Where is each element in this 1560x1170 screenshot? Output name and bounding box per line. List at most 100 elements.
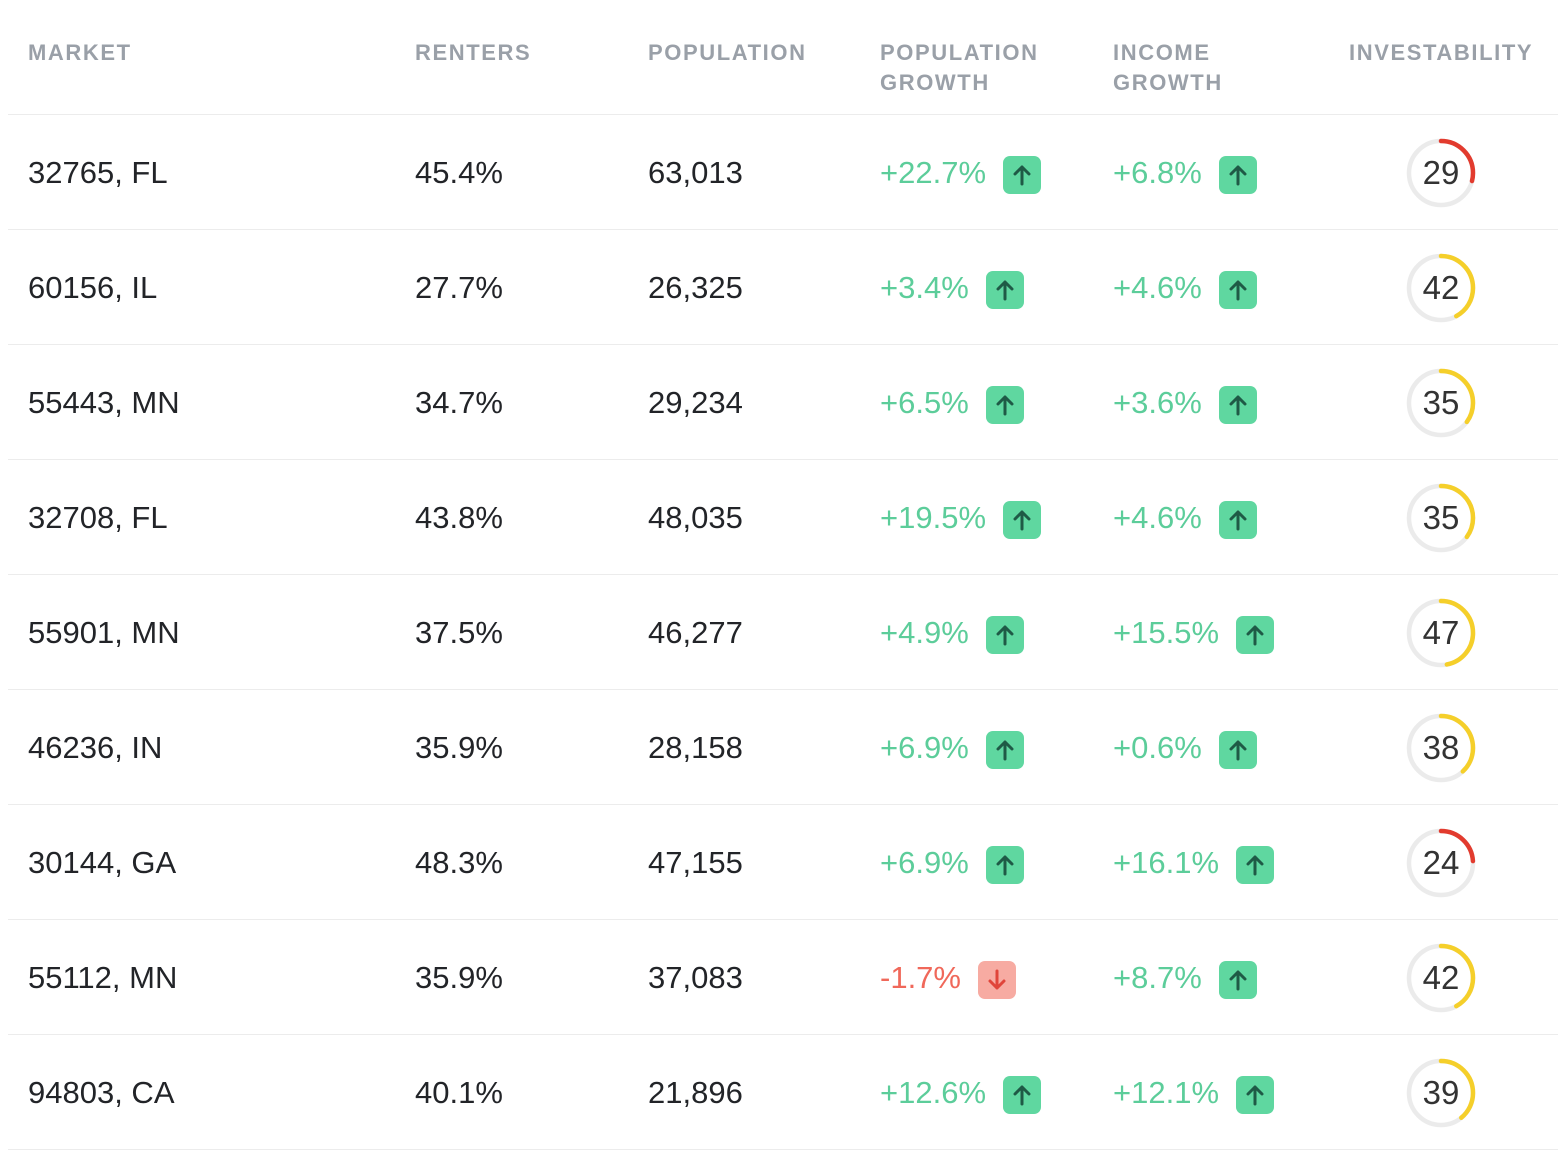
investability-gauge: 47: [1405, 597, 1477, 669]
column-header-population[interactable]: POPULATION: [648, 38, 807, 68]
investability-cell: 39: [1404, 1035, 1478, 1150]
renters-cell: 40.1%: [415, 1035, 503, 1150]
income-growth-value: +4.6%: [1113, 499, 1202, 535]
income-growth-cell: +0.6%: [1113, 690, 1257, 805]
market-value: 32765, FL: [28, 154, 168, 190]
income-growth: +16.1%: [1113, 842, 1275, 884]
population-growth: +19.5%: [880, 497, 1042, 539]
column-header-investability[interactable]: INVESTABILITY: [1349, 38, 1533, 68]
investability-score: 42: [1422, 268, 1460, 306]
market-cell[interactable]: 32708, FL: [28, 460, 168, 575]
population-growth-value: +3.4%: [880, 269, 969, 305]
population-growth-value: +6.9%: [880, 729, 969, 765]
score-ring-icon: [1406, 368, 1476, 437]
investability-score: 35: [1422, 383, 1460, 421]
arrow-up-icon: [985, 730, 1024, 769]
population-growth-cell: -1.7%: [880, 920, 1016, 1035]
column-header-market[interactable]: MARKET: [28, 38, 132, 68]
renters-value: 45.4%: [415, 154, 503, 190]
investability-score: 29: [1422, 153, 1460, 191]
column-header-population-growth[interactable]: POPULATION GROWTH: [880, 38, 1039, 98]
population-value: 29,234: [648, 384, 743, 420]
market-cell[interactable]: 60156, IL: [28, 230, 157, 345]
score-ring-icon: [1406, 138, 1476, 207]
population-growth-value: +12.6%: [880, 1074, 987, 1110]
population-cell: 46,277: [648, 575, 743, 690]
investability-gauge: 38: [1405, 712, 1477, 784]
population-cell: 29,234: [648, 345, 743, 460]
investability-cell: 47: [1404, 575, 1478, 690]
arrow-up-icon: [1218, 500, 1257, 539]
market-value: 55443, MN: [28, 384, 180, 420]
population-growth-cell: +6.9%: [880, 690, 1024, 805]
table-row[interactable]: 30144, GA 48.3% 47,155 +6.9% +16.1% 2: [8, 805, 1558, 920]
population-growth: +3.4%: [880, 267, 1024, 309]
investability-gauge: 42: [1405, 252, 1477, 324]
column-header-income-growth-line1: INCOME: [1113, 40, 1211, 65]
arrow-up-icon: [985, 385, 1024, 424]
population-growth-value: -1.7%: [880, 959, 961, 995]
score-ring-icon: [1406, 253, 1476, 322]
arrow-up-icon: [1236, 845, 1275, 884]
income-growth-value: +12.1%: [1113, 1074, 1220, 1110]
renters-cell: 45.4%: [415, 115, 503, 230]
population-cell: 28,158: [648, 690, 743, 805]
arrow-up-icon: [1003, 155, 1042, 194]
population-growth-value: +6.9%: [880, 844, 969, 880]
population-value: 28,158: [648, 729, 743, 765]
population-growth: +6.9%: [880, 727, 1024, 769]
investability-score: 39: [1422, 1073, 1460, 1111]
population-cell: 63,013: [648, 115, 743, 230]
market-cell[interactable]: 55112, MN: [28, 920, 177, 1035]
investability-gauge: 42: [1405, 942, 1477, 1014]
market-value: 32708, FL: [28, 499, 168, 535]
population-growth-cell: +3.4%: [880, 230, 1024, 345]
arrow-up-icon: [1218, 730, 1257, 769]
market-value: 60156, IL: [28, 269, 158, 305]
population-growth: -1.7%: [880, 957, 1016, 999]
population-growth-cell: +6.9%: [880, 805, 1024, 920]
investability-gauge: 35: [1405, 367, 1477, 439]
investability-score: 35: [1422, 498, 1460, 536]
table-row[interactable]: 55112, MN 35.9% 37,083 -1.7% +8.7% 42: [8, 920, 1558, 1035]
arrow-up-icon: [985, 270, 1024, 309]
table-row[interactable]: 32708, FL 43.8% 48,035 +19.5% +4.6% 3: [8, 460, 1558, 575]
income-growth-value: +3.6%: [1113, 384, 1202, 420]
population-value: 63,013: [648, 154, 743, 190]
table-row[interactable]: 94803, CA 40.1% 21,896 +12.6% +12.1%: [8, 1035, 1558, 1150]
market-cell[interactable]: 94803, CA: [28, 1035, 175, 1150]
market-cell[interactable]: 46236, IN: [28, 690, 162, 805]
population-value: 21,896: [648, 1074, 743, 1110]
market-cell[interactable]: 55901, MN: [28, 575, 180, 690]
investability-cell: 42: [1404, 920, 1478, 1035]
market-cell[interactable]: 32765, FL: [28, 115, 168, 230]
column-header-investability-label: INVESTABILITY: [1349, 40, 1534, 65]
investability-cell: 35: [1404, 345, 1478, 460]
market-value: 46236, IN: [28, 729, 163, 765]
investability-gauge: 24: [1405, 827, 1477, 899]
renters-cell: 35.9%: [415, 920, 503, 1035]
column-header-income-growth-line2: GROWTH: [1113, 70, 1223, 95]
population-cell: 47,155: [648, 805, 743, 920]
column-header-income-growth[interactable]: INCOME GROWTH: [1113, 38, 1223, 98]
renters-value: 35.9%: [415, 729, 503, 765]
population-value: 26,325: [648, 269, 743, 305]
population-cell: 37,083: [648, 920, 743, 1035]
investability-score: 42: [1422, 958, 1460, 996]
investability-cell: 42: [1404, 230, 1478, 345]
investability-cell: 38: [1404, 690, 1478, 805]
renters-cell: 48.3%: [415, 805, 503, 920]
market-cell[interactable]: 55443, MN: [28, 345, 180, 460]
population-value: 47,155: [648, 844, 743, 880]
column-header-renters[interactable]: RENTERS: [415, 38, 531, 68]
table-row[interactable]: 60156, IL 27.7% 26,325 +3.4% +4.6% 42: [8, 230, 1558, 345]
table-row[interactable]: 46236, IN 35.9% 28,158 +6.9% +0.6% 38: [8, 690, 1558, 805]
table-row[interactable]: 55901, MN 37.5% 46,277 +4.9% +15.5% 4: [8, 575, 1558, 690]
investability-cell: 29: [1404, 115, 1478, 230]
market-cell[interactable]: 30144, GA: [28, 805, 176, 920]
population-growth-cell: +22.7%: [880, 115, 1042, 230]
table-row[interactable]: 55443, MN 34.7% 29,234 +6.5% +3.6% 35: [8, 345, 1558, 460]
population-value: 48,035: [648, 499, 743, 535]
table-row[interactable]: 32765, FL 45.4% 63,013 +22.7% +6.8% 2: [8, 115, 1558, 230]
population-growth-cell: +12.6%: [880, 1035, 1042, 1150]
